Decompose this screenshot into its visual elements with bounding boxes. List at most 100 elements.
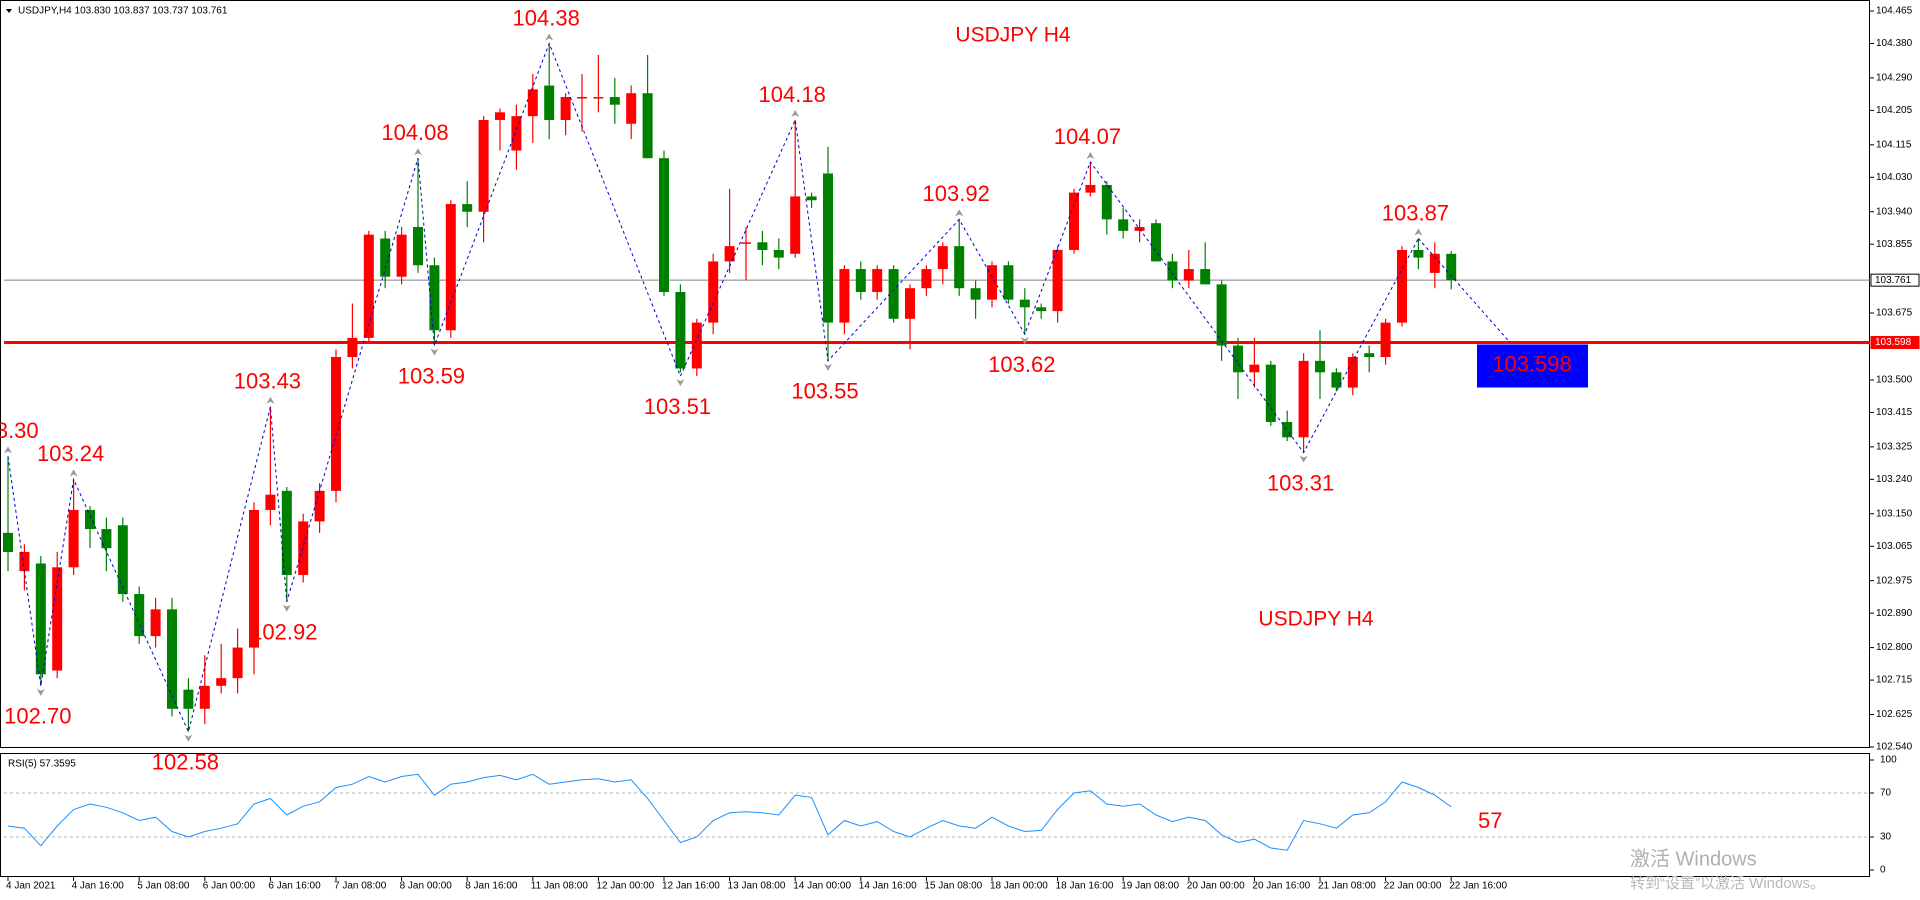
level-box-label: 103.598 — [1492, 351, 1572, 376]
candle-body — [773, 249, 784, 258]
x-tick-label: 5 Jan 08:00 — [137, 881, 190, 892]
candle-body — [117, 525, 128, 595]
pivot-arrow — [1020, 337, 1029, 345]
candle-body — [1216, 284, 1227, 346]
candle-body — [298, 521, 309, 575]
x-tick-label: 7 Jan 08:00 — [334, 881, 387, 892]
y-tick-label: 102.540 — [1876, 742, 1913, 753]
candle-body — [1118, 219, 1129, 231]
candle-body — [937, 246, 948, 270]
candle-body — [281, 490, 292, 575]
x-tick-label: 18 Jan 16:00 — [1056, 881, 1114, 892]
candle-body — [691, 322, 702, 369]
candle-body — [1019, 299, 1030, 308]
pivot-arrow — [282, 604, 291, 612]
candle-body — [1036, 307, 1047, 312]
candle-body — [1446, 253, 1457, 281]
main-frame — [0, 0, 1870, 748]
rsi-tick-label: 30 — [1880, 832, 1892, 843]
rsi-frame — [0, 753, 1870, 877]
candle-body — [1101, 184, 1112, 220]
candle-body — [954, 246, 965, 289]
candle-body — [134, 594, 145, 637]
candle-body — [19, 552, 30, 572]
candle-body — [544, 85, 555, 120]
pivot-arrow — [791, 109, 800, 117]
candle-body — [675, 292, 686, 369]
candle-body — [1069, 192, 1079, 250]
pivot-arrow — [545, 33, 554, 41]
candle-body — [68, 509, 79, 568]
y-tick-label: 102.800 — [1876, 642, 1913, 653]
candle-body — [445, 204, 456, 331]
rsi-title: RSI(5) 57.3595 — [8, 759, 76, 770]
candle-body — [642, 93, 653, 159]
candle-body — [1429, 253, 1440, 273]
candle-body — [888, 269, 899, 319]
pivot-label: 103.55 — [791, 379, 858, 404]
y-tick-label: 102.625 — [1876, 709, 1913, 720]
candle-body — [3, 532, 13, 553]
candle-body — [167, 609, 177, 709]
y-tick-label: 102.975 — [1876, 575, 1913, 586]
y-tick-label: 103.500 — [1876, 375, 1913, 386]
pivot-arrow — [4, 446, 12, 454]
pivot-label: 103.59 — [398, 363, 465, 388]
y-tick-label: 103.940 — [1876, 206, 1913, 217]
candle-body — [101, 529, 112, 549]
candle-body — [1298, 360, 1309, 438]
pivot-arrow — [36, 688, 45, 696]
y-tick-label: 104.115 — [1876, 139, 1912, 150]
candle-body — [970, 288, 981, 300]
pivot-arrow — [430, 348, 439, 356]
pivot-arrow — [69, 469, 78, 477]
x-tick-label: 15 Jan 08:00 — [924, 881, 982, 892]
price-tag — [1870, 335, 1920, 349]
candle-body — [708, 261, 719, 323]
candle-body — [790, 196, 801, 254]
y-tick-label: 102.715 — [1876, 675, 1913, 686]
y-tick-label: 103.675 — [1876, 308, 1913, 319]
candle-body — [872, 269, 883, 293]
zigzag-line — [7, 42, 1419, 734]
pivot-label: 103.62 — [988, 352, 1055, 377]
pivot-label: 103.92 — [923, 181, 990, 206]
candle-body — [495, 112, 505, 120]
pivot-label: 103.87 — [1382, 200, 1449, 225]
y-tick-label: 103.415 — [1876, 407, 1913, 418]
x-tick-label: 20 Jan 00:00 — [1187, 881, 1245, 892]
pivot-arrow — [184, 734, 193, 742]
candle-body — [1085, 184, 1096, 193]
candle-body — [249, 509, 259, 648]
candle-body — [35, 563, 46, 675]
y-tick-label: 104.380 — [1876, 38, 1913, 49]
candle-body — [823, 173, 833, 323]
x-tick-label: 21 Jan 08:00 — [1318, 881, 1376, 892]
chart-subtitle: USDJPY H4 — [1258, 608, 1373, 631]
candle-body — [609, 97, 620, 105]
candle-body — [1265, 364, 1276, 423]
candle-body — [577, 97, 587, 99]
candle-body — [626, 93, 637, 124]
x-tick-label: 20 Jan 16:00 — [1252, 881, 1310, 892]
rsi-tick-label: 0 — [1880, 865, 1886, 876]
candle-body — [347, 337, 358, 358]
candle-body — [921, 269, 932, 289]
candle-body — [560, 97, 571, 120]
candle-body — [1183, 269, 1194, 281]
x-tick-label: 14 Jan 00:00 — [793, 881, 851, 892]
y-tick-label: 104.030 — [1876, 172, 1913, 183]
candle-body — [478, 119, 489, 212]
price-tag — [1870, 273, 1920, 287]
candle-body — [839, 269, 850, 323]
rsi-line — [7, 773, 1452, 851]
pivot-arrow — [266, 396, 275, 404]
x-tick-label: 22 Jan 00:00 — [1384, 881, 1442, 892]
menu-icon[interactable] — [6, 9, 12, 13]
candle-body — [527, 89, 538, 117]
pivot-label: 104.07 — [1054, 124, 1121, 149]
pivot-arrow — [955, 209, 964, 217]
pivot-arrow — [824, 363, 832, 371]
y-tick-label: 103.325 — [1876, 442, 1913, 453]
x-tick-label: 6 Jan 00:00 — [203, 881, 256, 892]
